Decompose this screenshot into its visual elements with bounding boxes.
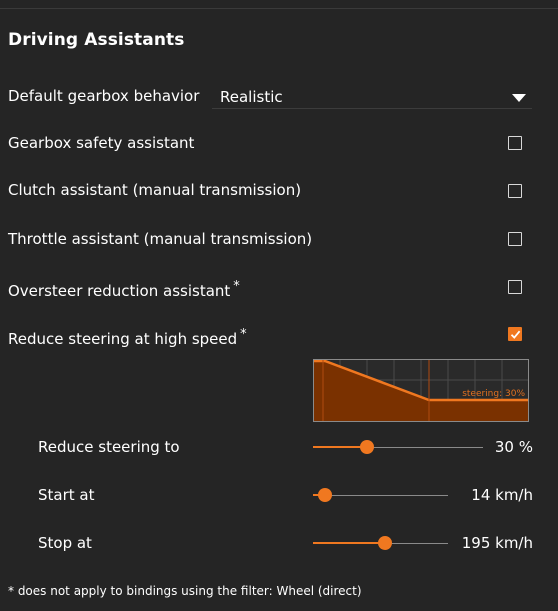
reduce-steering-to-label: Reduce steering to <box>38 438 180 456</box>
reduce-steering-slider-track[interactable] <box>313 447 483 448</box>
option-throttle-assistant: Throttle assistant (manual transmission) <box>8 230 313 248</box>
start-at-slider-track[interactable] <box>313 495 448 496</box>
start-at-label: Start at <box>38 486 95 504</box>
dropdown-selected-value: Realistic <box>220 88 283 106</box>
graph-steering-label: steering: 30% <box>462 389 525 399</box>
option-gearbox-safety: Gearbox safety assistant <box>8 134 195 152</box>
stop-at-label: Stop at <box>38 534 92 552</box>
option-clutch-assistant: Clutch assistant (manual transmission) <box>8 181 302 199</box>
oversteer-reduction-checkbox[interactable] <box>508 280 522 294</box>
stop-at-slider-fill <box>313 542 386 544</box>
start-at-value: 14 km/h <box>471 486 533 504</box>
start-at-slider-thumb[interactable] <box>317 488 332 502</box>
steering-reduction-graph: steering: 30% <box>313 359 529 422</box>
throttle-assistant-checkbox[interactable] <box>508 232 522 246</box>
top-divider <box>0 8 558 9</box>
footnote-asterisk: * <box>233 279 240 294</box>
reduce-steering-checkbox[interactable] <box>508 327 522 341</box>
footnote: * does not apply to bindings using the f… <box>8 584 362 598</box>
option-reduce-steering: Reduce steering at high speed * <box>8 327 247 348</box>
reduce-steering-slider-fill <box>313 446 367 448</box>
stop-at-value: 195 km/h <box>461 534 533 552</box>
footnote-asterisk: * <box>240 327 247 342</box>
chevron-down-icon <box>512 94 526 102</box>
stop-at-slider-thumb[interactable] <box>378 536 393 550</box>
gearbox-behavior-dropdown[interactable]: Realistic <box>212 85 532 109</box>
section-title: Driving Assistants <box>8 30 185 50</box>
reduce-steering-slider-thumb[interactable] <box>359 440 374 454</box>
clutch-assistant-checkbox[interactable] <box>508 184 522 198</box>
reduce-steering-value: 30 % <box>494 438 533 456</box>
gearbox-safety-checkbox[interactable] <box>508 136 522 150</box>
gearbox-behavior-label: Default gearbox behavior <box>8 87 200 105</box>
option-oversteer-reduction: Oversteer reduction assistant * <box>8 279 240 300</box>
checkmark-icon <box>510 330 521 339</box>
